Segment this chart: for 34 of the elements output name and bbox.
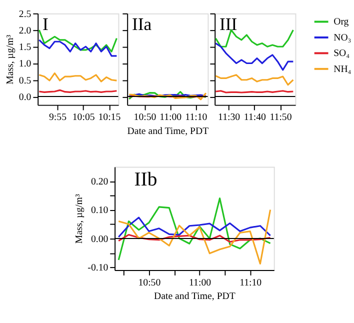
x-tick-label: 10:50	[134, 112, 156, 124]
legend-label: NO₃	[334, 32, 352, 44]
y-tick-label: 2.0	[18, 25, 32, 36]
x-tick-label: 10:15	[98, 112, 121, 124]
x-tick-label: 10:05	[72, 112, 95, 124]
y-axis-title: Mass, µg/m³	[5, 34, 16, 84]
x-tick-label: 11:10	[185, 112, 208, 124]
x-tick-label: 11:00	[160, 112, 182, 124]
x-axis-title: Date and Time, PDT	[154, 291, 236, 302]
x-tick-label: 11:10	[240, 277, 262, 288]
y-tick-label: 1.5	[18, 42, 32, 54]
annotation: IIb	[134, 168, 158, 190]
x-axis-title: Date and Time, PDT	[127, 126, 209, 137]
legend-label: NH₄	[334, 64, 352, 75]
x-tick-label: 11:30	[218, 112, 240, 124]
legend-label: Org	[334, 16, 349, 28]
y-tick-label: 0.0	[18, 92, 32, 103]
y-tick-label: 0.10	[90, 205, 108, 216]
x-tick-label: 9:55	[49, 112, 67, 124]
y-tick-label: 0.20	[90, 176, 108, 188]
y-tick-label: 2.5	[18, 8, 32, 20]
y-tick-label: -0.10	[88, 262, 108, 274]
annotation: III	[220, 14, 238, 34]
x-tick-label: 11:50	[270, 112, 292, 124]
annotation: IIa	[132, 14, 152, 34]
legend-label: SO₄	[334, 48, 350, 60]
y-tick-label: 1.0	[18, 58, 32, 70]
y-tick-label: 0.5	[18, 75, 32, 86]
x-tick-label: 11:40	[244, 112, 266, 124]
x-tick-label: 11:00	[188, 277, 212, 288]
annotation: I	[42, 14, 49, 34]
y-axis-title: Mass, µg/m³	[74, 194, 85, 244]
x-tick-label: 10:50	[138, 277, 161, 288]
y-tick-label: 0.00	[90, 234, 108, 245]
